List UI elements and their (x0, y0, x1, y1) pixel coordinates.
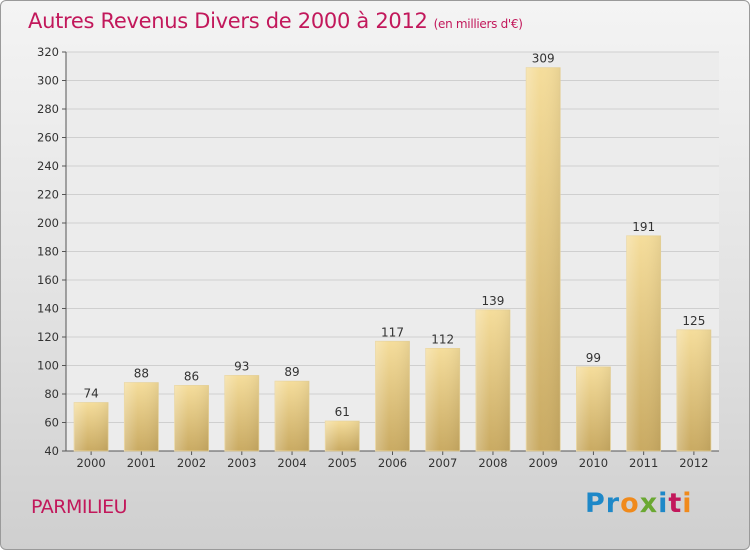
x-tick-label: 2007 (428, 456, 457, 470)
value-label: 117 (381, 325, 404, 339)
y-tick-label: 80 (44, 387, 59, 401)
bar-shade (526, 67, 561, 452)
value-label: 74 (83, 387, 98, 401)
bar-shade (576, 366, 611, 451)
value-label: 125 (682, 314, 705, 328)
bar-2003 (224, 375, 260, 452)
y-tick-label: 120 (37, 330, 59, 344)
bar-2004 (274, 380, 310, 452)
y-tick-label: 320 (37, 45, 59, 59)
bar-shade (325, 421, 360, 451)
value-label: 88 (134, 367, 149, 381)
bar-2011 (626, 235, 662, 452)
bar-shade (676, 329, 711, 451)
logo-letter: i (658, 488, 669, 519)
y-tick-label: 140 (37, 302, 59, 316)
y-tick-label: 100 (37, 359, 59, 373)
value-label: 112 (431, 332, 454, 346)
bar-2005 (324, 420, 360, 452)
y-tick-label: 260 (37, 131, 59, 145)
y-tick-label: 40 (44, 444, 59, 458)
x-tick-label: 2010 (579, 456, 608, 470)
y-tick-label: 160 (37, 273, 59, 287)
value-label: 61 (335, 405, 350, 419)
value-label: 93 (234, 359, 249, 373)
bar-shade (74, 402, 109, 451)
value-label: 309 (532, 52, 555, 66)
logo-letter: t (668, 488, 683, 519)
x-tick-label: 2004 (277, 456, 306, 470)
bar-2001 (123, 382, 159, 452)
y-tick-label: 280 (37, 102, 59, 116)
x-tick-label: 2000 (76, 456, 105, 470)
x-tick-label: 2008 (478, 456, 507, 470)
y-tick-label: 220 (37, 188, 59, 202)
x-tick-label: 2003 (227, 456, 256, 470)
x-tick-label: 2001 (127, 456, 156, 470)
x-tick-label: 2009 (529, 456, 558, 470)
bar-2012 (676, 329, 712, 452)
bar-2008 (475, 309, 511, 452)
bar-shade (425, 348, 460, 451)
value-label: 99 (586, 351, 601, 365)
x-tick-label: 2012 (679, 456, 708, 470)
value-label: 139 (482, 294, 505, 308)
y-tick-label: 240 (37, 159, 59, 173)
bar-shade (475, 309, 510, 451)
y-tick-label: 300 (37, 74, 59, 88)
value-label: 89 (284, 365, 299, 379)
logo-letter: x (639, 488, 659, 519)
logo-letter: P (585, 488, 606, 519)
place-name: PARMILIEU (31, 496, 128, 518)
x-tick-label: 2011 (629, 456, 658, 470)
y-tick-label: 180 (37, 245, 59, 259)
logo-letter: r (605, 488, 621, 519)
title-unit: (en milliers d'€) (433, 17, 523, 31)
y-tick-label: 60 (44, 416, 59, 430)
bar-shade (626, 235, 661, 451)
bar-2007 (425, 347, 461, 452)
bar-shade (174, 385, 209, 451)
bar-2009 (525, 67, 561, 452)
x-tick-label: 2006 (378, 456, 407, 470)
logo-letter: i (682, 488, 693, 519)
value-label: 191 (632, 220, 655, 234)
proxiti-logo: Proxiti (585, 488, 693, 519)
bar-2006 (375, 340, 410, 452)
value-label: 86 (184, 369, 199, 383)
bar-2000 (73, 402, 109, 452)
logo-letter: o (620, 488, 640, 519)
x-tick-label: 2005 (328, 456, 357, 470)
title-text: Autres Revenus Divers de 2000 à 2012 (28, 9, 428, 33)
bar-2010 (576, 366, 611, 452)
bar-shade (124, 382, 159, 451)
bar-shade (375, 341, 410, 451)
y-tick-label: 200 (37, 216, 59, 230)
bar-2002 (174, 385, 209, 452)
chart-title: Autres Revenus Divers de 2000 à 2012 (en … (28, 9, 523, 33)
x-tick-label: 2002 (177, 456, 206, 470)
bar-shade (275, 381, 310, 451)
bar-shade (224, 375, 259, 451)
